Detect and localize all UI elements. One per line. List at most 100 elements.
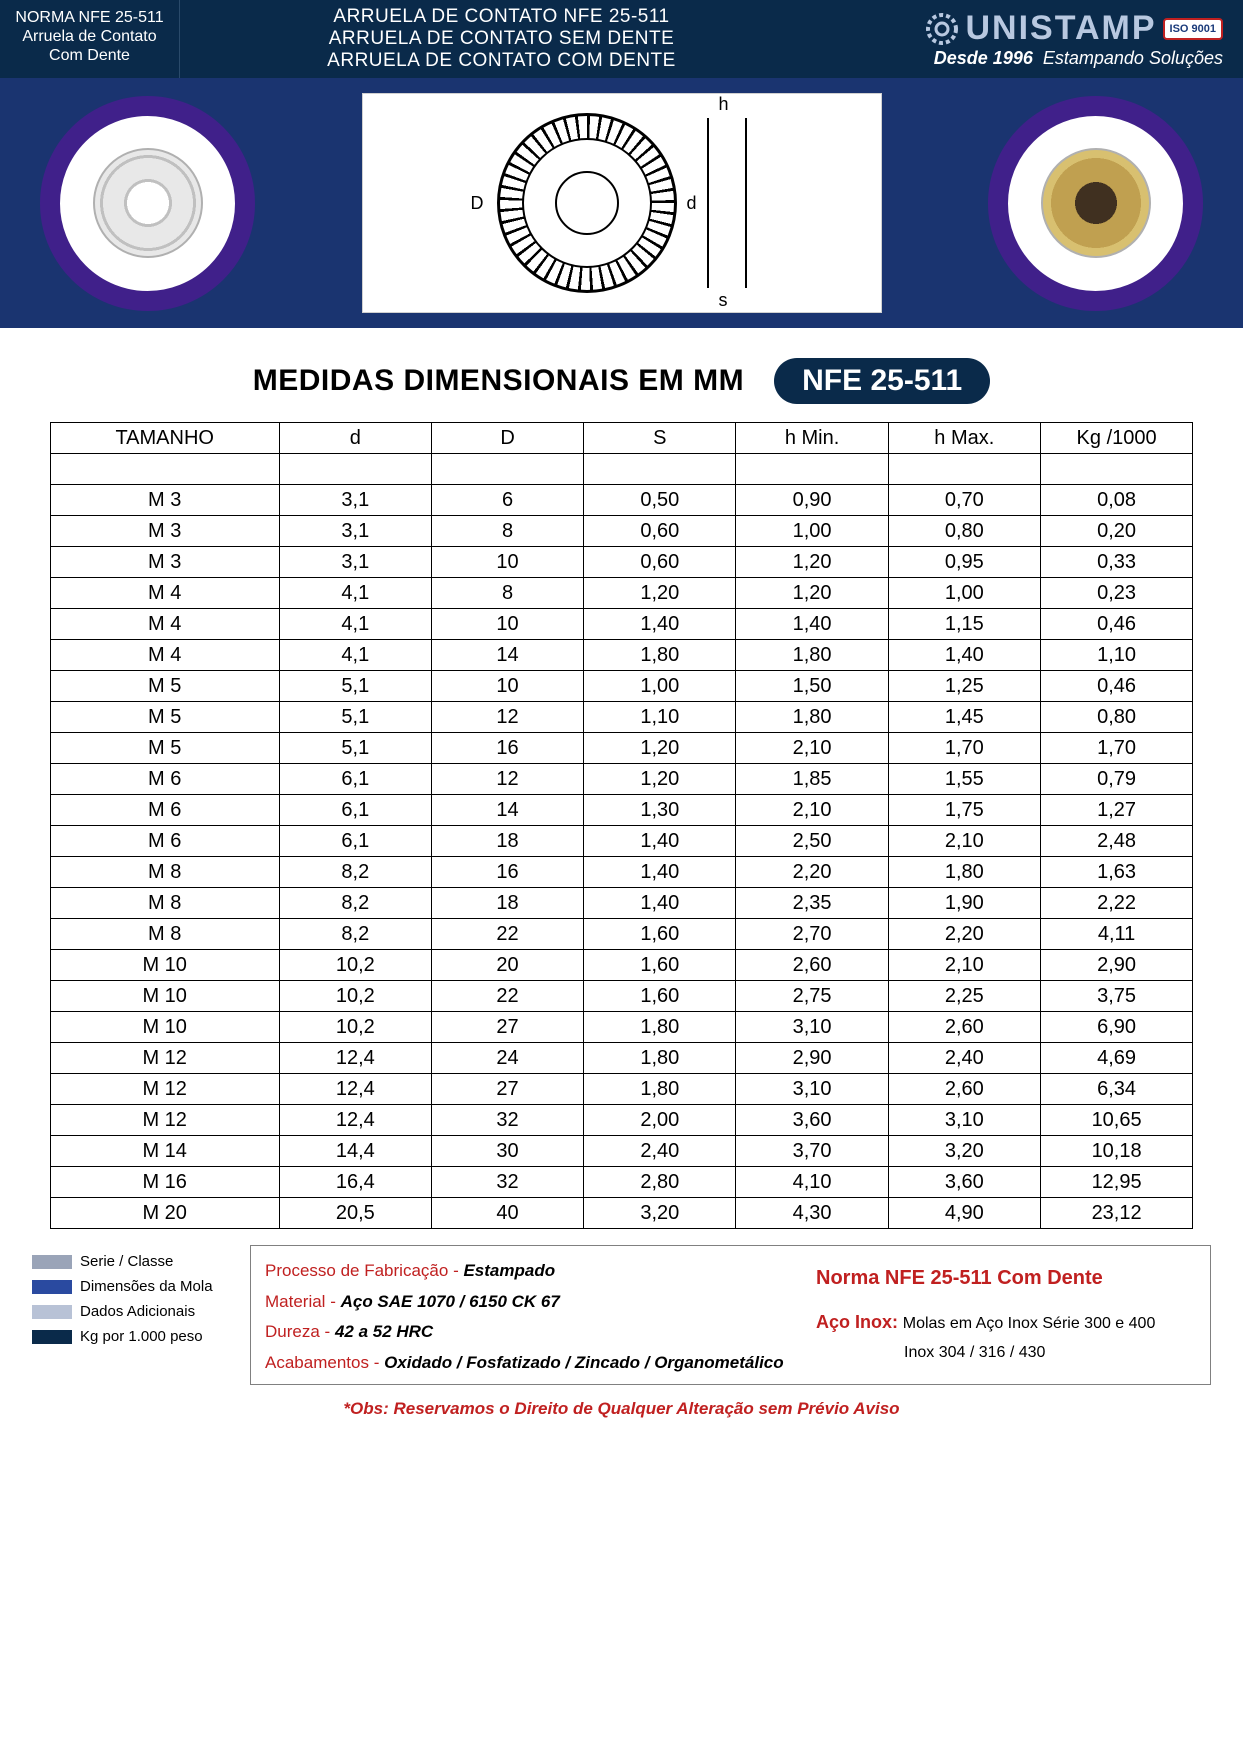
- table-cell: 2,90: [1040, 950, 1192, 981]
- hardness-label: Dureza: [265, 1322, 320, 1341]
- table-column-header: d: [279, 423, 431, 454]
- process-label: Processo de Fabricação: [265, 1261, 448, 1280]
- table-cell: 1,55: [888, 764, 1040, 795]
- brand-tagline-prefix: Desde 1996: [934, 48, 1033, 68]
- table-cell: 1,60: [584, 981, 736, 1012]
- table-cell: 1,85: [736, 764, 888, 795]
- table-cell: 32: [431, 1105, 583, 1136]
- brand-logo: UNISTAMP ISO 9001: [925, 9, 1223, 48]
- table-cell: 2,60: [736, 950, 888, 981]
- legend-label: Kg por 1.000 peso: [80, 1328, 203, 1345]
- table-cell: 40: [431, 1198, 583, 1229]
- table-cell: 1,80: [584, 640, 736, 671]
- table-cell: M 4: [50, 609, 279, 640]
- table-cell: 1,40: [584, 609, 736, 640]
- table-cell: 4,1: [279, 578, 431, 609]
- table-cell: 3,10: [888, 1105, 1040, 1136]
- table-cell: 3,20: [584, 1198, 736, 1229]
- table-cell: 2,40: [888, 1043, 1040, 1074]
- table-cell: 2,35: [736, 888, 888, 919]
- table-cell: 12,4: [279, 1043, 431, 1074]
- legend-swatch: [32, 1255, 72, 1269]
- table-row: M 33,160,500,900,700,08: [50, 485, 1193, 516]
- table-cell: M 3: [50, 485, 279, 516]
- table-cell: 3,1: [279, 516, 431, 547]
- table-cell: 1,40: [888, 640, 1040, 671]
- table-cell: 24: [431, 1043, 583, 1074]
- title-text: MEDIDAS DIMENSIONAIS EM MM: [253, 364, 744, 398]
- table-cell: 10,65: [1040, 1105, 1192, 1136]
- table-cell: 14,4: [279, 1136, 431, 1167]
- table-cell: M 3: [50, 516, 279, 547]
- table-cell: 2,10: [888, 826, 1040, 857]
- table-cell: 3,60: [736, 1105, 888, 1136]
- table-cell: 18: [431, 888, 583, 919]
- table-body: M 33,160,500,900,700,08M 33,180,601,000,…: [50, 485, 1193, 1229]
- table-column-header: TAMANHO: [50, 423, 279, 454]
- table-cell: 10: [431, 609, 583, 640]
- hardness-value: 42 a 52 HRC: [335, 1322, 433, 1341]
- table-row: M 55,1161,202,101,701,70: [50, 733, 1193, 764]
- table-cell: M 6: [50, 795, 279, 826]
- header-mid-line3: ARRUELA DE CONTATO COM DENTE: [180, 50, 823, 72]
- table-cell: 4,69: [1040, 1043, 1192, 1074]
- table-cell: 1,00: [736, 516, 888, 547]
- table-cell: M 5: [50, 702, 279, 733]
- header-right-block: UNISTAMP ISO 9001 Desde 1996 Estampando …: [823, 0, 1243, 78]
- table-cell: M 12: [50, 1074, 279, 1105]
- table-cell: 3,75: [1040, 981, 1192, 1012]
- table-cell: 1,70: [1040, 733, 1192, 764]
- table-cell: 0,33: [1040, 547, 1192, 578]
- table-cell: M 4: [50, 640, 279, 671]
- table-cell: 2,75: [736, 981, 888, 1012]
- table-head: TAMANHOdDSh Min.h Max.Kg /1000: [50, 423, 1193, 485]
- table-cell: M 5: [50, 733, 279, 764]
- header-bar: NORMA NFE 25-511 Arruela de Contato Com …: [0, 0, 1243, 78]
- table-cell: 12: [431, 764, 583, 795]
- table-cell: 2,60: [888, 1012, 1040, 1043]
- table-cell: 1,00: [888, 578, 1040, 609]
- table-cell: 3,20: [888, 1136, 1040, 1167]
- table-cell: 2,25: [888, 981, 1040, 1012]
- legend-label: Dimensões da Mola: [80, 1278, 213, 1295]
- finish-value: Oxidado / Fosfatizado / Zincado / Organo…: [384, 1353, 784, 1372]
- brand-name: UNISTAMP: [965, 9, 1156, 48]
- table-row: M 33,1100,601,200,950,33: [50, 547, 1193, 578]
- table-cell: 12: [431, 702, 583, 733]
- product-image-right: [988, 96, 1203, 311]
- table-cell: 0,60: [584, 516, 736, 547]
- table-cell: 1,30: [584, 795, 736, 826]
- table-cell: 6,34: [1040, 1074, 1192, 1105]
- table-row: M 66,1121,201,851,550,79: [50, 764, 1193, 795]
- washer-icon: [93, 148, 203, 258]
- table-cell: 1,40: [736, 609, 888, 640]
- table-cell: 1,80: [736, 702, 888, 733]
- table-cell: 0,95: [888, 547, 1040, 578]
- table-row: M 33,180,601,000,800,20: [50, 516, 1193, 547]
- table-cell: 10: [431, 547, 583, 578]
- table-cell: 0,46: [1040, 671, 1192, 702]
- table-spacer-row: [50, 454, 1193, 485]
- table-cell: 1,20: [584, 733, 736, 764]
- dimensions-table: TAMANHOdDSh Min.h Max.Kg /1000 M 33,160,…: [50, 422, 1194, 1229]
- table-cell: M 16: [50, 1167, 279, 1198]
- table-cell: 2,22: [1040, 888, 1192, 919]
- table-cell: 1,80: [736, 640, 888, 671]
- table-row: M 66,1181,402,502,102,48: [50, 826, 1193, 857]
- table-column-header: h Min.: [736, 423, 888, 454]
- table-cell: 3,1: [279, 485, 431, 516]
- finish-label: Acabamentos: [265, 1353, 369, 1372]
- aco-inox-line2: Inox 304 / 316 / 430: [816, 1339, 1196, 1368]
- table-cell: 12,95: [1040, 1167, 1192, 1198]
- washer-gold-icon: [1041, 148, 1151, 258]
- legend-row: Kg por 1.000 peso: [32, 1328, 232, 1345]
- table-row: M 44,181,201,201,000,23: [50, 578, 1193, 609]
- table-cell: 30: [431, 1136, 583, 1167]
- table-cell: 1,50: [736, 671, 888, 702]
- table-cell: 1,80: [584, 1012, 736, 1043]
- table-row: M 44,1141,801,801,401,10: [50, 640, 1193, 671]
- table-row: M 55,1121,101,801,450,80: [50, 702, 1193, 733]
- aco-inox-line1: Molas em Aço Inox Série 300 e 400: [903, 1315, 1156, 1332]
- iso-badge: ISO 9001: [1163, 18, 1223, 40]
- table-cell: 2,10: [888, 950, 1040, 981]
